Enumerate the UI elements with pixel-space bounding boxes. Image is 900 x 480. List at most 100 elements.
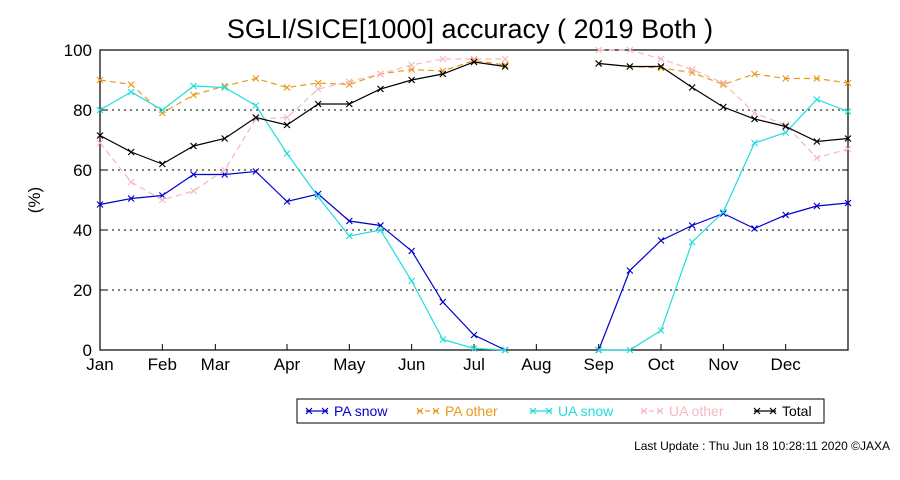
legend-label-ua-snow: UA snow xyxy=(558,403,614,419)
data-point-pa-other-3 xyxy=(158,109,166,117)
y-tick-label-20: 20 xyxy=(73,281,92,300)
data-point-total-21 xyxy=(782,123,790,130)
footer-text: Last Update : Thu Jun 18 10:28:11 2020 ©… xyxy=(634,439,890,453)
data-point-ua-other-13 xyxy=(470,55,478,63)
data-point-total-10 xyxy=(377,85,384,93)
data-point-total-8 xyxy=(314,100,322,108)
series-ua-other xyxy=(96,46,852,204)
data-point-pa-other-7 xyxy=(283,84,291,91)
data-point-ua-other-3 xyxy=(158,196,166,204)
data-point-pa-other-9 xyxy=(345,81,353,88)
data-point-pa-other-1 xyxy=(96,76,104,84)
data-point-ua-snow-11 xyxy=(408,277,416,285)
data-point-ua-snow-12 xyxy=(439,336,447,343)
legend-label-pa-other: PA other xyxy=(445,403,498,419)
data-point-ua-other-10 xyxy=(377,70,384,78)
data-point-pa-snow-11 xyxy=(408,247,416,255)
data-point-total-12 xyxy=(439,70,447,78)
data-point-total-3 xyxy=(158,160,166,168)
data-point-ua-snow-3 xyxy=(158,106,166,114)
series-line-total-1 xyxy=(99,61,506,165)
data-point-pa-other-6 xyxy=(252,75,260,82)
x-tick-label-oct: Oct xyxy=(648,355,675,374)
data-point-total-23 xyxy=(844,135,852,142)
data-point-pa-snow-20 xyxy=(751,225,758,232)
data-point-total-6 xyxy=(252,114,260,121)
data-point-total-1 xyxy=(96,132,104,139)
x-tick-label-apr: Apr xyxy=(274,355,301,374)
data-point-pa-snow-6 xyxy=(252,168,260,175)
y-tick-label-40: 40 xyxy=(73,221,92,240)
data-point-ua-snow-16 xyxy=(626,346,634,354)
x-tick-label-may: May xyxy=(333,355,366,374)
data-point-pa-snow-7 xyxy=(283,198,291,205)
y-tick-label-0: 0 xyxy=(83,341,92,360)
series-line-ua-snow-1 xyxy=(99,85,506,351)
data-point-ua-other-15 xyxy=(595,46,603,54)
data-point-total-14 xyxy=(501,63,509,70)
data-point-ua-other-17 xyxy=(657,55,665,63)
chart-title: SGLI/SICE[1000] accuracy ( 2019 Both ) xyxy=(227,14,713,44)
data-point-total-22 xyxy=(813,138,821,145)
data-point-total-13 xyxy=(470,58,478,66)
data-point-total-19 xyxy=(719,103,727,111)
data-point-ua-snow-8 xyxy=(314,193,322,201)
x-tick-label-jan: Jan xyxy=(86,355,113,374)
data-point-pa-other-2 xyxy=(127,81,135,88)
series-lines xyxy=(96,46,852,354)
series-line-pa-snow-2 xyxy=(598,202,849,351)
data-point-pa-snow-4 xyxy=(190,171,197,178)
data-point-pa-snow-1 xyxy=(96,201,104,208)
data-point-ua-snow-20 xyxy=(751,139,758,147)
plot-frame xyxy=(99,49,849,351)
legend-label-total: Total xyxy=(782,403,812,419)
y-tick-label-60: 60 xyxy=(73,161,92,180)
y-tick-label-80: 80 xyxy=(73,101,92,120)
data-point-total-15 xyxy=(595,60,603,67)
data-point-pa-other-21 xyxy=(782,75,790,82)
data-point-ua-snow-5 xyxy=(221,84,229,91)
data-point-ua-snow-22 xyxy=(813,96,821,103)
x-tick-label-dec: Dec xyxy=(771,355,802,374)
legend-marker-pa-snow-b xyxy=(321,407,329,415)
data-point-pa-snow-23 xyxy=(844,199,852,207)
data-point-ua-snow-18 xyxy=(688,238,696,246)
data-point-total-4 xyxy=(190,142,197,150)
data-point-pa-other-8 xyxy=(314,79,322,87)
series-line-ua-other-1 xyxy=(99,58,506,201)
data-point-total-5 xyxy=(221,135,229,142)
data-point-ua-other-11 xyxy=(408,61,416,69)
series-line-total-2 xyxy=(598,62,849,143)
data-point-ua-other-6 xyxy=(252,115,260,123)
legend-marker-total-b xyxy=(769,407,777,415)
legend-marker-ua-other-a xyxy=(640,407,648,415)
data-point-pa-snow-13 xyxy=(470,331,478,339)
data-point-ua-other-23 xyxy=(844,145,852,153)
grid-lines xyxy=(100,109,848,291)
data-point-total-7 xyxy=(283,121,291,129)
legend-label-pa-snow: PA snow xyxy=(334,403,388,419)
data-point-pa-other-19 xyxy=(719,81,727,88)
data-point-pa-snow-21 xyxy=(782,211,790,219)
data-point-ua-snow-6 xyxy=(252,102,260,109)
y-tick-label-100: 100 xyxy=(64,41,92,60)
data-point-ua-snow-4 xyxy=(190,82,197,90)
legend-box xyxy=(296,398,825,424)
data-point-ua-snow-14 xyxy=(501,346,509,354)
y-axis-label: (%) xyxy=(25,187,44,213)
data-point-ua-snow-9 xyxy=(345,232,353,240)
legend: PA snow PA other UA snow UA other Total xyxy=(305,403,812,419)
data-point-total-18 xyxy=(688,84,696,91)
data-point-pa-other-22 xyxy=(813,75,821,82)
data-point-pa-snow-16 xyxy=(626,267,634,274)
data-point-ua-other-5 xyxy=(221,166,229,174)
series-line-pa-snow-1 xyxy=(99,170,506,351)
x-tick-label-sep: Sep xyxy=(584,355,614,374)
data-point-ua-other-7 xyxy=(283,114,291,121)
data-point-total-16 xyxy=(626,63,634,70)
x-tick-label-aug: Aug xyxy=(521,355,551,374)
data-point-ua-other-9 xyxy=(345,78,353,85)
data-point-ua-snow-2 xyxy=(127,88,135,96)
legend-marker-pa-snow-a xyxy=(305,407,313,415)
data-point-ua-snow-15 xyxy=(595,346,603,354)
